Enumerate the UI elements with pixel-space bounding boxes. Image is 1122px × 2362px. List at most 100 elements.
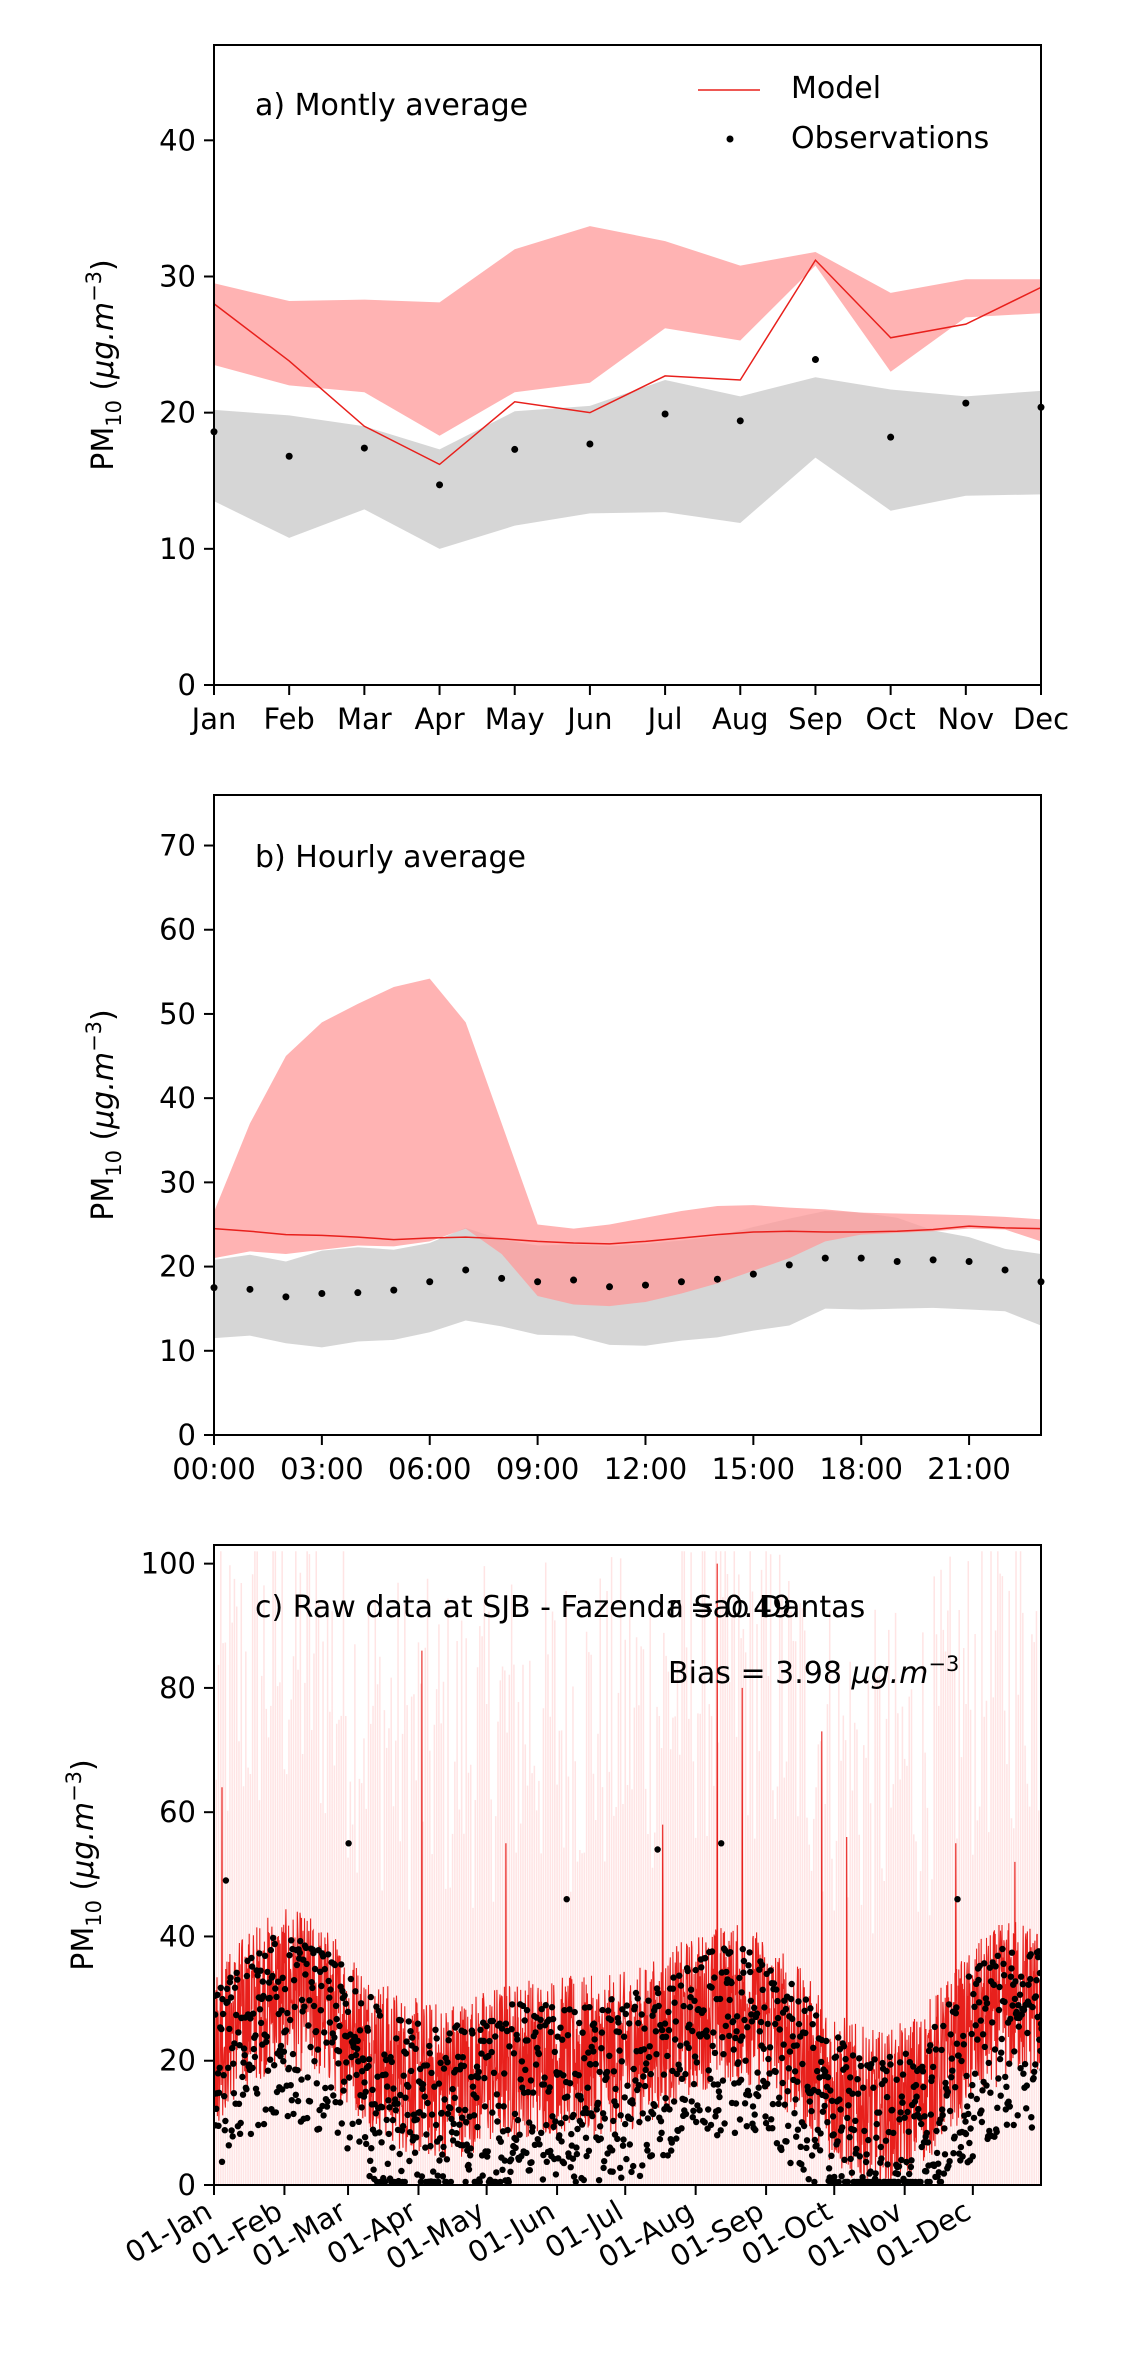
- observation-point: [795, 1998, 802, 2005]
- observation-point: [629, 2100, 636, 2107]
- observation-point: [757, 2018, 765, 2026]
- x-axis-ticks: 01-Jan01-Feb01-Mar01-Apr01-May01-Jun01-J…: [119, 2185, 976, 2277]
- observation-point: [945, 2001, 953, 2008]
- observation-point: [638, 2011, 645, 2018]
- x-axis-ticks: Jan Feb Mar Apr May Jun Jul Aug Sep Oct Nov Dec: [190, 685, 1069, 736]
- observation-point: [236, 2042, 243, 2049]
- observation-point: [453, 2130, 460, 2137]
- observation-point: [816, 2147, 824, 2154]
- observation-point: [676, 2066, 683, 2073]
- observation-point: [279, 1974, 286, 1982]
- observation-point: [341, 1992, 348, 1999]
- observation-point: [766, 2070, 773, 2077]
- observation-point: [501, 2157, 508, 2164]
- observation-point: [797, 2143, 804, 2150]
- observation-point: [1013, 2008, 1020, 2016]
- observation-point: [400, 2072, 407, 2079]
- observation-point: [552, 2118, 559, 2125]
- observation-point: [603, 2068, 611, 2076]
- observation-point: [306, 1997, 313, 2004]
- observation-point: [374, 2073, 381, 2080]
- observation-point: [463, 2119, 470, 2126]
- observation-point: [664, 2052, 671, 2060]
- observation-point: [512, 2144, 519, 2152]
- observation-point: [592, 2060, 599, 2068]
- observation-point: [682, 2110, 690, 2118]
- observation-point: [579, 2029, 586, 2036]
- observation-point: [1024, 2029, 1031, 2037]
- observation-point: [630, 2065, 637, 2073]
- observation-point: [340, 2087, 347, 2094]
- observation-point: [333, 2015, 340, 2023]
- observation-point: [1033, 1977, 1040, 1984]
- observation-point: [269, 1972, 276, 1980]
- observation-point: [321, 1965, 328, 1973]
- observation-point: [875, 2109, 883, 2116]
- observation-point: [267, 1946, 274, 1954]
- observation-point: [551, 2048, 558, 2056]
- x-tick-label: 12:00: [604, 1452, 688, 1486]
- observation-point: [794, 2078, 801, 2085]
- observation-point: [832, 2053, 840, 2060]
- panel-label: c) Raw data at SJB - Fazenda Sao Dantas: [255, 1590, 865, 1625]
- observation-point: [229, 2133, 236, 2140]
- observation-point: [739, 2033, 746, 2040]
- observation-point: [803, 2144, 810, 2152]
- y-axis-ticks: 0 10 20 30 40: [159, 123, 214, 702]
- observation-point: [539, 2176, 547, 2183]
- observation-point: [910, 2063, 917, 2070]
- observation-point: [1016, 1991, 1024, 1998]
- observation-point: [668, 2147, 675, 2154]
- observation-point: [447, 2104, 454, 2112]
- x-tick-label: Aug: [712, 702, 769, 736]
- observation-point: [619, 2006, 626, 2013]
- observation-point: [1017, 1973, 1025, 1980]
- observation-point: [516, 2131, 523, 2138]
- observation-point: [519, 2084, 526, 2091]
- observation-point: [323, 2039, 330, 2046]
- observation-point: [346, 2074, 353, 2081]
- observation-point: [381, 2178, 389, 2185]
- observation-point: [426, 1278, 434, 1286]
- observation-point: [789, 2015, 796, 2023]
- observation-point: [264, 2067, 272, 2074]
- observation-point: [747, 1968, 754, 1976]
- observation-point: [449, 2085, 456, 2093]
- observation-point: [541, 2074, 548, 2081]
- observation-point: [495, 2102, 502, 2109]
- observation-point: [419, 2081, 427, 2088]
- observation-point: [384, 2083, 391, 2090]
- observation-point: [1020, 2006, 1028, 2014]
- observation-point: [772, 2068, 779, 2075]
- observation-point: [903, 2158, 910, 2166]
- observation-point: [414, 2020, 422, 2027]
- observation-point: [635, 2019, 642, 2027]
- observation-point: [529, 2124, 536, 2131]
- observation-point: [323, 2103, 331, 2110]
- observation-point: [231, 1984, 239, 1991]
- observation-point: [784, 2088, 791, 2095]
- observation-point: [969, 2153, 976, 2160]
- observation-point: [626, 2020, 633, 2027]
- y-tick-label: 70: [159, 829, 196, 863]
- observation-point: [635, 2082, 643, 2089]
- observation-point: [320, 2112, 327, 2119]
- observation-point: [536, 2141, 543, 2148]
- observation-point: [978, 2118, 986, 2126]
- observation-point: [634, 1995, 641, 2002]
- observation-point: [764, 2020, 771, 2028]
- observation-point: [423, 2131, 430, 2138]
- observation-point: [532, 2061, 540, 2068]
- observation-point: [925, 2047, 933, 2054]
- observation-point: [627, 2115, 635, 2123]
- observation-point: [853, 2145, 860, 2153]
- observation-point: [1032, 2061, 1039, 2068]
- observation-point: [534, 2044, 541, 2052]
- observation-point: [343, 2059, 350, 2066]
- observation-point: [566, 2080, 574, 2087]
- observation-point: [732, 2034, 739, 2042]
- observation-point: [406, 2157, 413, 2165]
- observation-point: [649, 2012, 656, 2019]
- observation-point: [267, 2056, 274, 2063]
- observation-point: [1002, 2073, 1009, 2081]
